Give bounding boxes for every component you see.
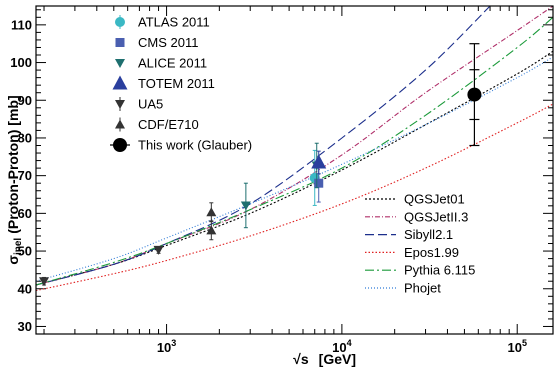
y-tick-label: 110 (11, 17, 32, 32)
legend-label: Epos1.99 (404, 245, 459, 260)
legend-marker (112, 75, 128, 90)
y-tick-label: 90 (18, 93, 32, 108)
legend: ATLAS 2011 CMS 2011 ALICE 2011 TOTEM 2011 UA… (110, 15, 475, 296)
data-point (240, 201, 251, 211)
legend-label: This work (Glauber) (138, 138, 252, 153)
x-tick-label: 105 (507, 338, 526, 355)
data-point (314, 178, 324, 188)
legend-label: CMS 2011 (138, 35, 198, 50)
data-point (206, 225, 217, 235)
y-axis-title: σinel(Proton-Proton) [mb] (5, 95, 24, 264)
legend-marker (113, 138, 127, 152)
legend-label: Pythia 6.115 (404, 263, 475, 278)
y-tick-label: 100 (10, 55, 32, 70)
legend-marker (115, 17, 125, 27)
data-point (206, 207, 217, 217)
legend-label: CDF/E710 (138, 117, 199, 132)
x-tick-label: 103 (157, 338, 176, 355)
legend-label: QGSJet01 (404, 192, 465, 207)
y-tick-label: 50 (18, 244, 32, 259)
x-axis-title: √s [GeV] (293, 351, 356, 367)
model-curve (36, 16, 553, 286)
model-curve (36, 56, 553, 282)
axis-titles: √s [GeV] σinel(Proton-Proton) [mb] (5, 95, 356, 367)
legend-marker (115, 38, 125, 47)
data-point (467, 87, 482, 102)
legend-marker (115, 100, 125, 109)
legend-marker (115, 119, 125, 129)
model-curve (36, 103, 553, 292)
data-points (39, 43, 482, 287)
data-point (311, 154, 327, 169)
model-curves (36, 6, 553, 292)
model-curve (36, 6, 491, 286)
axis-ticks: 30 40 50 60 70 80 90 100 110 103 104 105 (10, 6, 553, 355)
legend-label: UA5 (138, 97, 163, 112)
legend-label: QGSJetII.3 (404, 209, 468, 224)
y-tick-label: 80 (18, 130, 32, 145)
model-curve (36, 50, 553, 286)
data-point (39, 277, 50, 287)
legend-label: Phojet (404, 281, 441, 296)
legend-label: TOTEM 2011 (138, 76, 215, 91)
legend-label: ALICE 2011 (138, 56, 207, 71)
y-tick-label: 30 (18, 319, 32, 334)
y-tick-label: 60 (18, 206, 32, 221)
legend-label: ATLAS 2011 (138, 15, 210, 30)
legend-label: Sibyll2.1 (404, 227, 453, 242)
data-point (153, 245, 164, 255)
y-tick-label: 40 (18, 281, 32, 296)
y-tick-label: 70 (18, 168, 32, 183)
plot-frame (35, 5, 554, 335)
x-tick-label: 104 (332, 338, 351, 355)
legend-marker (115, 59, 125, 68)
